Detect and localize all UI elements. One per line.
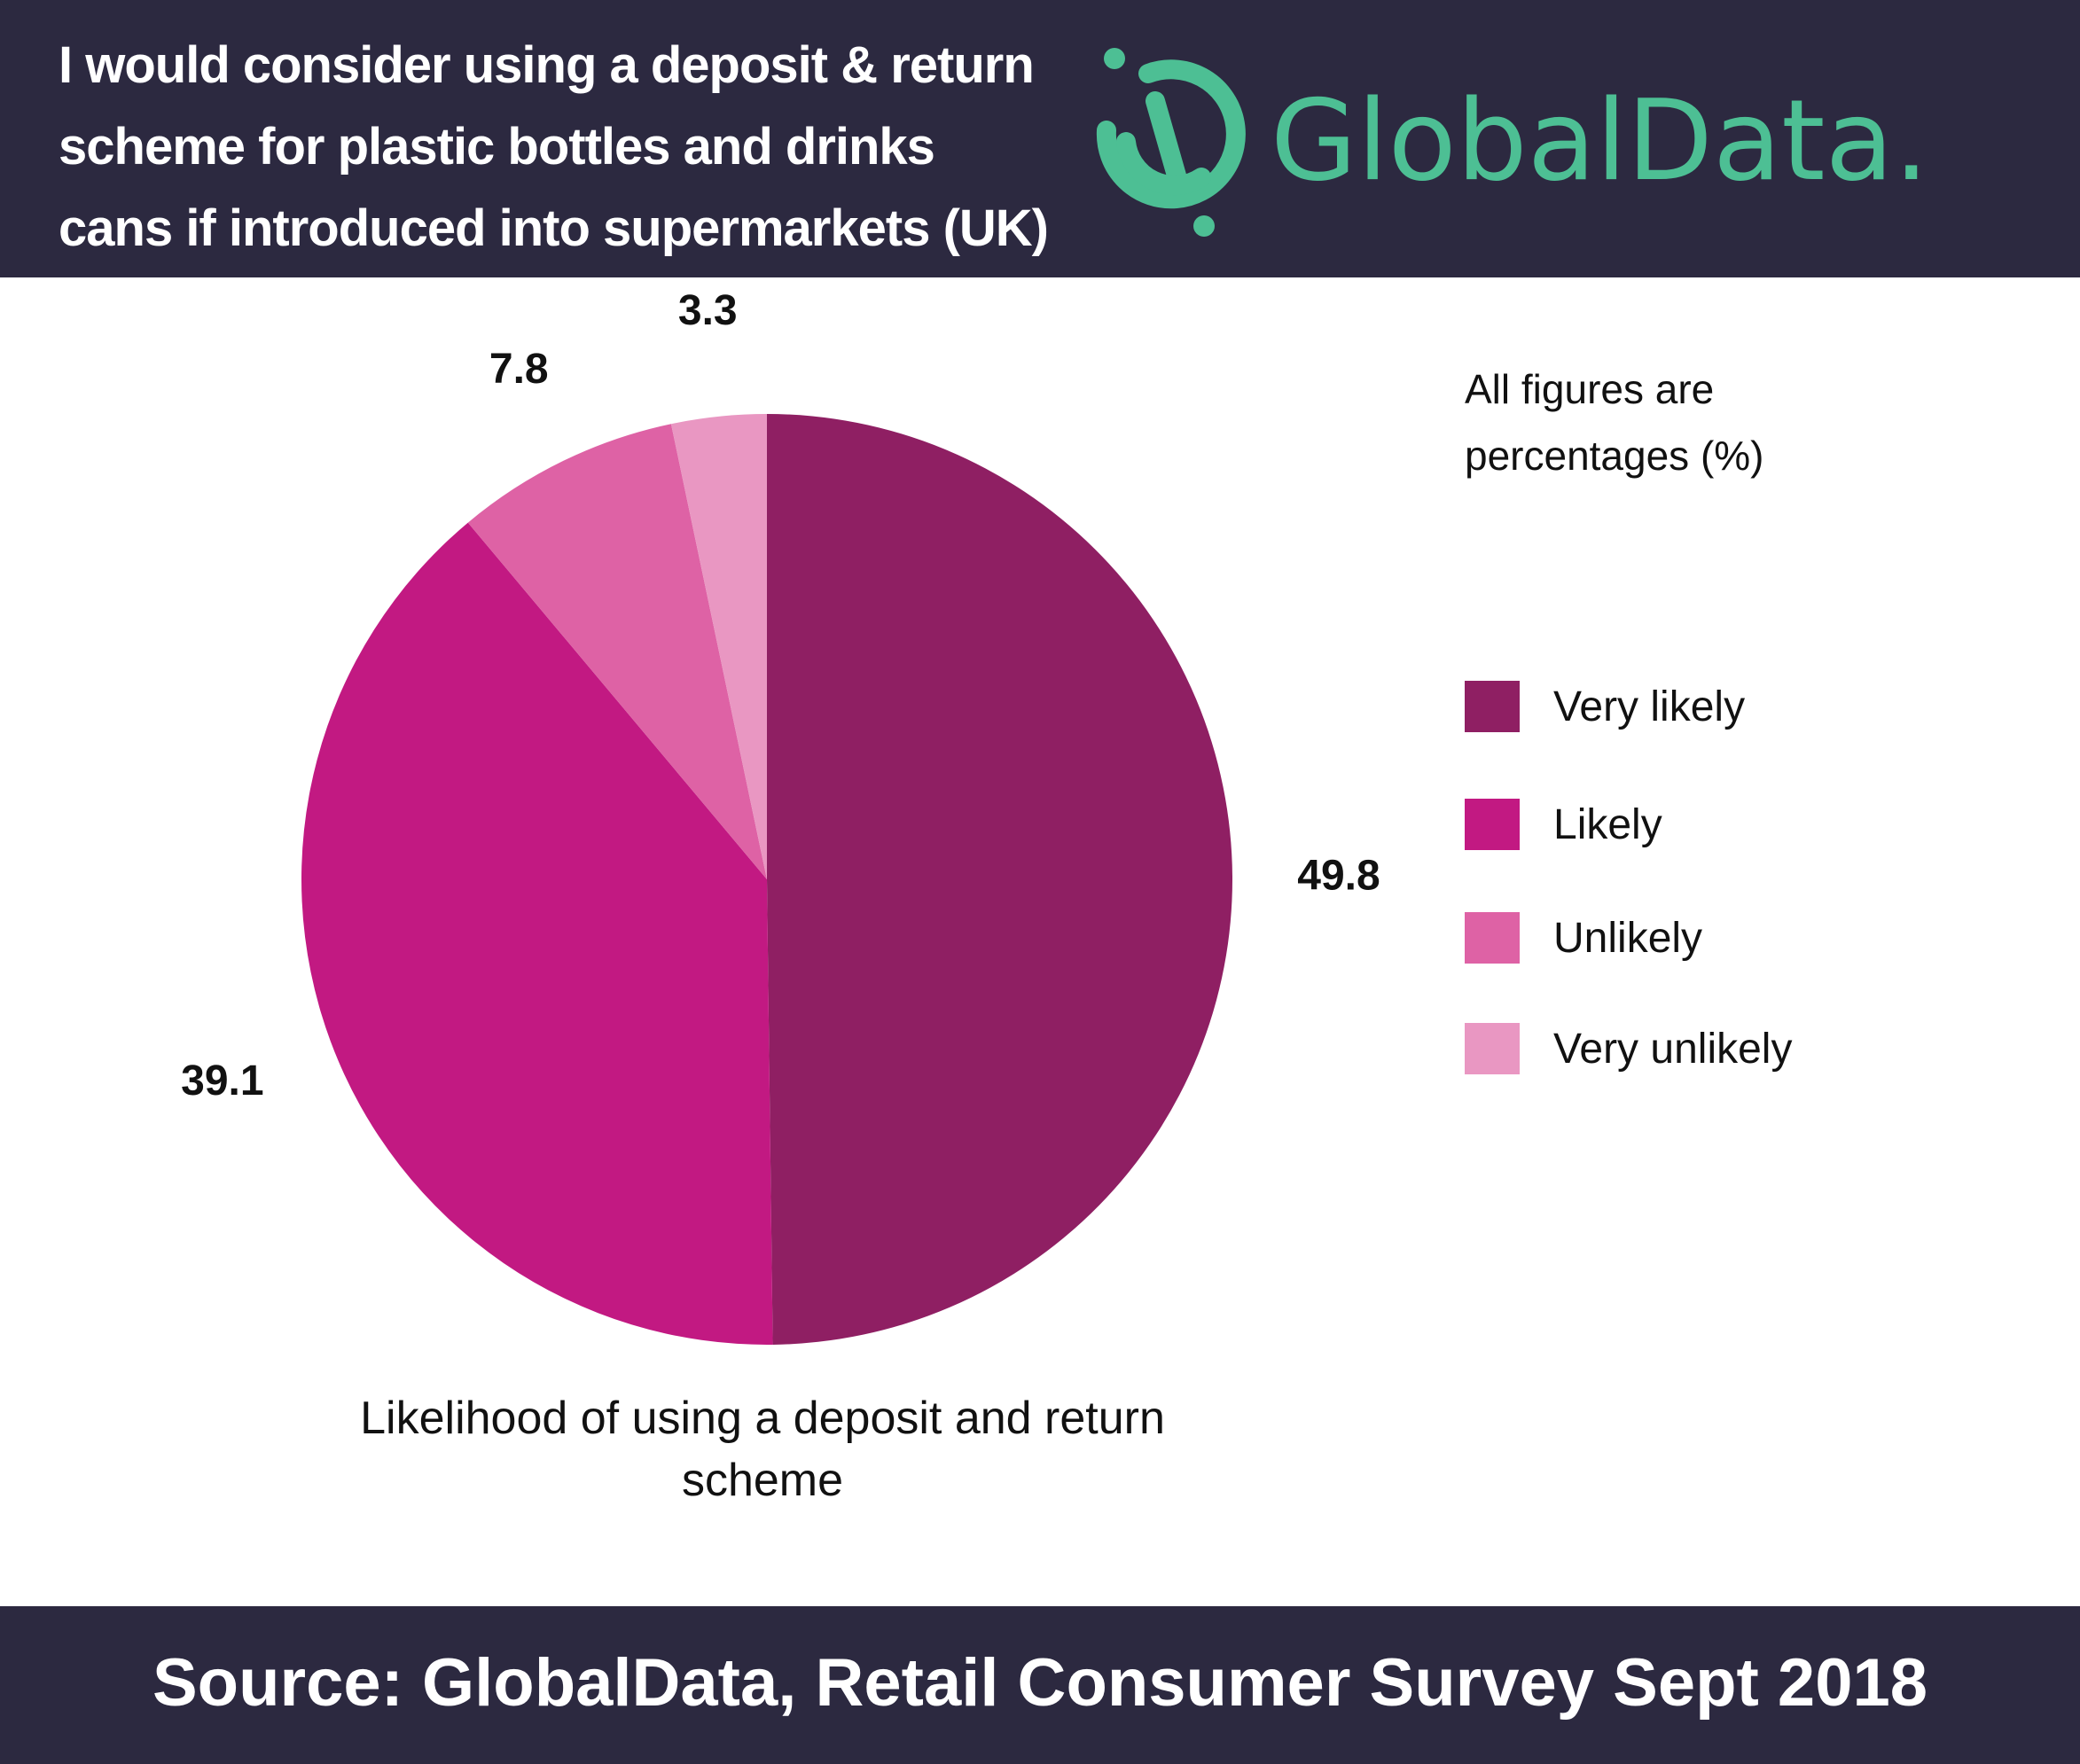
globaldata-logo: GlobalData. bbox=[1096, 48, 1929, 237]
globaldata-logo-wordmark: GlobalData. bbox=[1271, 75, 1929, 206]
pie-slice-likely bbox=[301, 522, 773, 1345]
units-note: All figures are percentages (%) bbox=[1465, 366, 1764, 479]
data-label-likely: 39.1 bbox=[181, 1058, 263, 1104]
legend-label-unlikely: Unlikely bbox=[1553, 915, 1703, 962]
globaldata-logo-mark-icon bbox=[1096, 59, 1246, 209]
header-bar: I would consider using a deposit & retur… bbox=[0, 0, 2080, 277]
pie-slice-very-likely bbox=[767, 414, 1233, 1345]
pie-slice-very-unlikely bbox=[670, 414, 767, 879]
footer-bar: Source: GlobalData, Retail Consumer Surv… bbox=[0, 1606, 2080, 1764]
legend-swatch-very-likely bbox=[1465, 681, 1520, 732]
source-note: Source: GlobalData, Retail Consumer Surv… bbox=[152, 1645, 1928, 1721]
pie-slice-unlikely bbox=[467, 424, 767, 880]
globaldata-logo-dots-icon bbox=[1104, 48, 1215, 237]
data-label-unlikely: 7.8 bbox=[489, 346, 549, 393]
legend-label-likely: Likely bbox=[1553, 801, 1662, 848]
legend-swatch-likely bbox=[1465, 799, 1520, 850]
data-label-very-unlikely: 3.3 bbox=[678, 287, 738, 334]
legend-label-very-likely: Very likely bbox=[1553, 683, 1746, 730]
chart-title: Likelihood of using a deposit and return… bbox=[360, 1393, 1165, 1506]
legend-swatch-very-unlikely bbox=[1465, 1023, 1520, 1074]
data-label-very-likely: 49.8 bbox=[1297, 852, 1380, 899]
legend-label-very-unlikely: Very unlikely bbox=[1553, 1026, 1793, 1073]
legend-swatch-unlikely bbox=[1465, 912, 1520, 964]
chart-headline: I would consider using a deposit & retur… bbox=[59, 36, 1049, 257]
